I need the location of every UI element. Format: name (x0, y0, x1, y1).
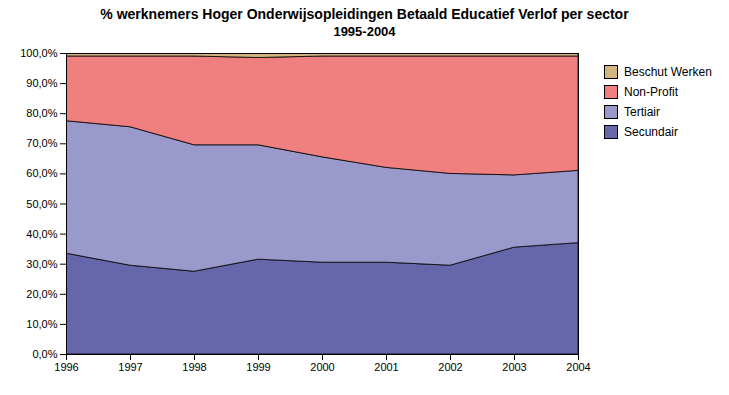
svg-text:2004: 2004 (566, 361, 590, 373)
svg-text:100,0%: 100,0% (20, 47, 58, 59)
svg-text:30,0%: 30,0% (26, 258, 57, 270)
html-text:Secundair: Secundair (624, 125, 678, 139)
svg-text:1997: 1997 (118, 361, 142, 373)
html-text:Tertiair: Tertiair (624, 105, 660, 119)
svg-text:20,0%: 20,0% (26, 288, 57, 300)
svg-text:80,0%: 80,0% (26, 107, 57, 119)
svg-text:2003: 2003 (502, 361, 526, 373)
svg-text:1998: 1998 (182, 361, 206, 373)
svg-text:90,0%: 90,0% (26, 77, 57, 89)
svg-text:2000: 2000 (310, 361, 334, 373)
html-text:% werknemers Hoger Onderwijsop: % werknemers Hoger Onderwijsopleidingen … (100, 6, 629, 22)
html-text:1995-2004: 1995-2004 (333, 24, 396, 39)
svg-text:60,0%: 60,0% (26, 167, 57, 179)
svg-text:2001: 2001 (374, 361, 398, 373)
svg-text:1999: 1999 (246, 361, 270, 373)
svg-text:70,0%: 70,0% (26, 137, 57, 149)
svg-text:10,0%: 10,0% (26, 318, 57, 330)
html-text:Non-Profit: Non-Profit (624, 85, 678, 99)
svg-text:50,0%: 50,0% (26, 198, 57, 210)
svg-text:0,0%: 0,0% (32, 348, 57, 360)
html-text:Beschut Werken: Beschut Werken (624, 65, 712, 79)
svg-text:40,0%: 40,0% (26, 228, 57, 240)
svg-text:2002: 2002 (438, 361, 462, 373)
svg-text:1996: 1996 (54, 361, 78, 373)
